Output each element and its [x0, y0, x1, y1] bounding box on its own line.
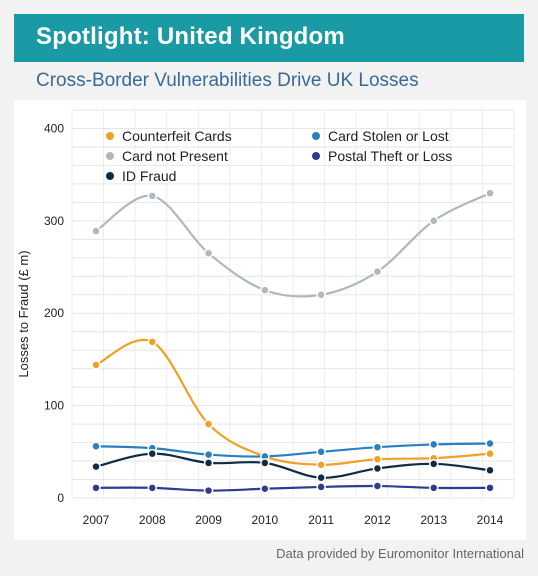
legend-marker	[106, 132, 114, 140]
data-point-id-fraud	[428, 459, 439, 469]
data-point-card-stolen-or-lost	[91, 441, 101, 452]
data-point-postal-theft-or-loss	[91, 483, 101, 493]
source-note: Data provided by Euromonitor Internation…	[276, 546, 524, 561]
legend-label: Card Stolen or Lost	[328, 128, 449, 144]
y-axis-title: Losses to Fraud (£ m)	[16, 250, 31, 377]
x-tick-label: 2014	[477, 513, 504, 527]
header-banner: Spotlight: United Kingdom	[14, 14, 524, 62]
data-point-postal-theft-or-loss	[428, 483, 439, 493]
data-point-postal-theft-or-loss	[485, 483, 495, 493]
x-tick-label: 2011	[308, 513, 334, 527]
data-point-card-stolen-or-lost	[316, 447, 326, 457]
legend-label: Card not Present	[122, 148, 228, 164]
chart-subtitle: Cross-Border Vulnerabilities Drive UK Lo…	[36, 70, 419, 91]
data-point-id-fraud	[147, 448, 158, 459]
legend-marker	[312, 132, 320, 140]
x-tick-label: 2008	[139, 513, 166, 527]
data-point-postal-theft-or-loss	[372, 481, 383, 491]
y-tick-label: 400	[44, 121, 64, 135]
x-tick-label: 2013	[420, 513, 447, 527]
data-point-id-fraud	[485, 465, 495, 476]
data-point-counterfeit-cards	[485, 448, 495, 459]
data-point-counterfeit-cards	[372, 454, 383, 464]
data-point-counterfeit-cards	[316, 459, 326, 470]
x-tick-label: 2010	[252, 513, 279, 527]
data-point-counterfeit-cards	[203, 419, 214, 429]
data-point-counterfeit-cards	[91, 360, 101, 370]
data-point-card-not-present	[203, 248, 214, 258]
line-chart: 0 100 200 300 400 2007 2008 2009 2010 2011 2012 201…	[16, 109, 515, 527]
x-tick-label: 2007	[83, 513, 110, 527]
page-title: Spotlight: United Kingdom	[36, 23, 345, 50]
data-point-card-not-present	[316, 290, 326, 300]
data-point-id-fraud	[372, 463, 383, 474]
data-point-card-not-present	[372, 266, 383, 277]
legend-marker	[106, 152, 114, 160]
data-point-postal-theft-or-loss	[260, 484, 270, 494]
data-point-card-not-present	[91, 226, 101, 236]
x-tick-label: 2012	[364, 513, 391, 527]
data-point-id-fraud	[91, 461, 101, 472]
legend-marker	[106, 172, 114, 180]
data-point-card-not-present	[428, 216, 439, 226]
data-point-postal-theft-or-loss	[203, 485, 214, 496]
legend-label: Counterfeit Cards	[122, 128, 232, 144]
data-point-card-not-present	[260, 285, 270, 295]
data-point-card-stolen-or-lost	[372, 442, 383, 452]
data-point-card-not-present	[147, 191, 158, 201]
y-tick-label: 300	[44, 214, 64, 228]
data-point-id-fraud	[316, 472, 326, 483]
data-point-id-fraud	[203, 458, 214, 468]
data-point-card-stolen-or-lost	[428, 439, 439, 450]
data-point-postal-theft-or-loss	[316, 482, 326, 492]
data-point-counterfeit-cards	[147, 337, 158, 347]
y-tick-label: 100	[44, 399, 64, 413]
data-point-card-stolen-or-lost	[203, 449, 214, 460]
data-point-card-stolen-or-lost	[485, 438, 495, 449]
legend-label: Postal Theft or Loss	[328, 148, 452, 164]
legend-marker	[312, 152, 320, 160]
data-point-postal-theft-or-loss	[147, 483, 158, 493]
legend-label: ID Fraud	[122, 168, 176, 184]
data-point-id-fraud	[260, 458, 270, 468]
y-tick-label: 0	[57, 491, 64, 505]
x-tick-label: 2009	[195, 513, 222, 527]
chart-panel: 0 100 200 300 400 2007 2008 2009 2010 2011 2012 201…	[14, 100, 526, 540]
data-point-card-not-present	[485, 188, 495, 198]
y-tick-label: 200	[44, 306, 64, 320]
